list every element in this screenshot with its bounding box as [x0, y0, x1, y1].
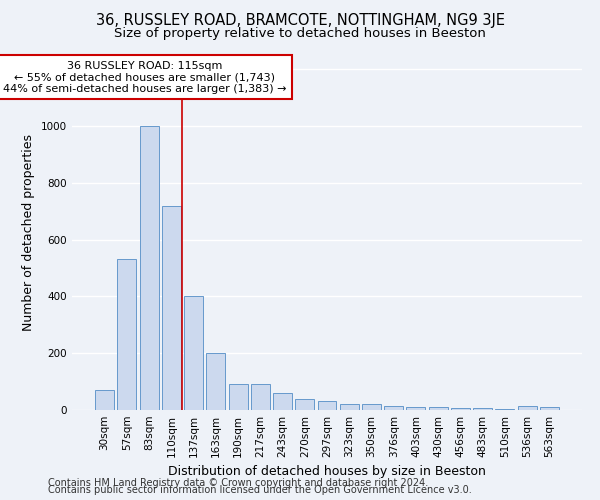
Bar — [518, 406, 536, 410]
Text: Size of property relative to detached houses in Beeston: Size of property relative to detached ho… — [114, 28, 486, 40]
Bar — [317, 402, 337, 410]
Bar — [362, 404, 381, 410]
Bar — [229, 384, 248, 410]
Bar — [451, 408, 470, 410]
Text: Contains HM Land Registry data © Crown copyright and database right 2024.: Contains HM Land Registry data © Crown c… — [48, 478, 428, 488]
Text: Contains public sector information licensed under the Open Government Licence v3: Contains public sector information licen… — [48, 485, 472, 495]
Text: 36, RUSSLEY ROAD, BRAMCOTE, NOTTINGHAM, NG9 3JE: 36, RUSSLEY ROAD, BRAMCOTE, NOTTINGHAM, … — [95, 12, 505, 28]
Bar — [295, 398, 314, 410]
X-axis label: Distribution of detached houses by size in Beeston: Distribution of detached houses by size … — [168, 466, 486, 478]
Bar — [340, 404, 359, 410]
Bar — [118, 260, 136, 410]
Bar — [429, 407, 448, 410]
Bar — [406, 407, 425, 410]
Bar — [251, 384, 270, 410]
Bar — [140, 126, 158, 410]
Bar — [95, 390, 114, 410]
Bar — [384, 406, 403, 410]
Bar — [540, 407, 559, 410]
Bar — [206, 353, 225, 410]
Text: 36 RUSSLEY ROAD: 115sqm
← 55% of detached houses are smaller (1,743)
44% of semi: 36 RUSSLEY ROAD: 115sqm ← 55% of detache… — [3, 60, 286, 94]
Bar — [162, 206, 181, 410]
Y-axis label: Number of detached properties: Number of detached properties — [22, 134, 35, 331]
Bar — [473, 408, 492, 410]
Bar — [273, 393, 292, 410]
Bar — [184, 296, 203, 410]
Bar — [496, 408, 514, 410]
